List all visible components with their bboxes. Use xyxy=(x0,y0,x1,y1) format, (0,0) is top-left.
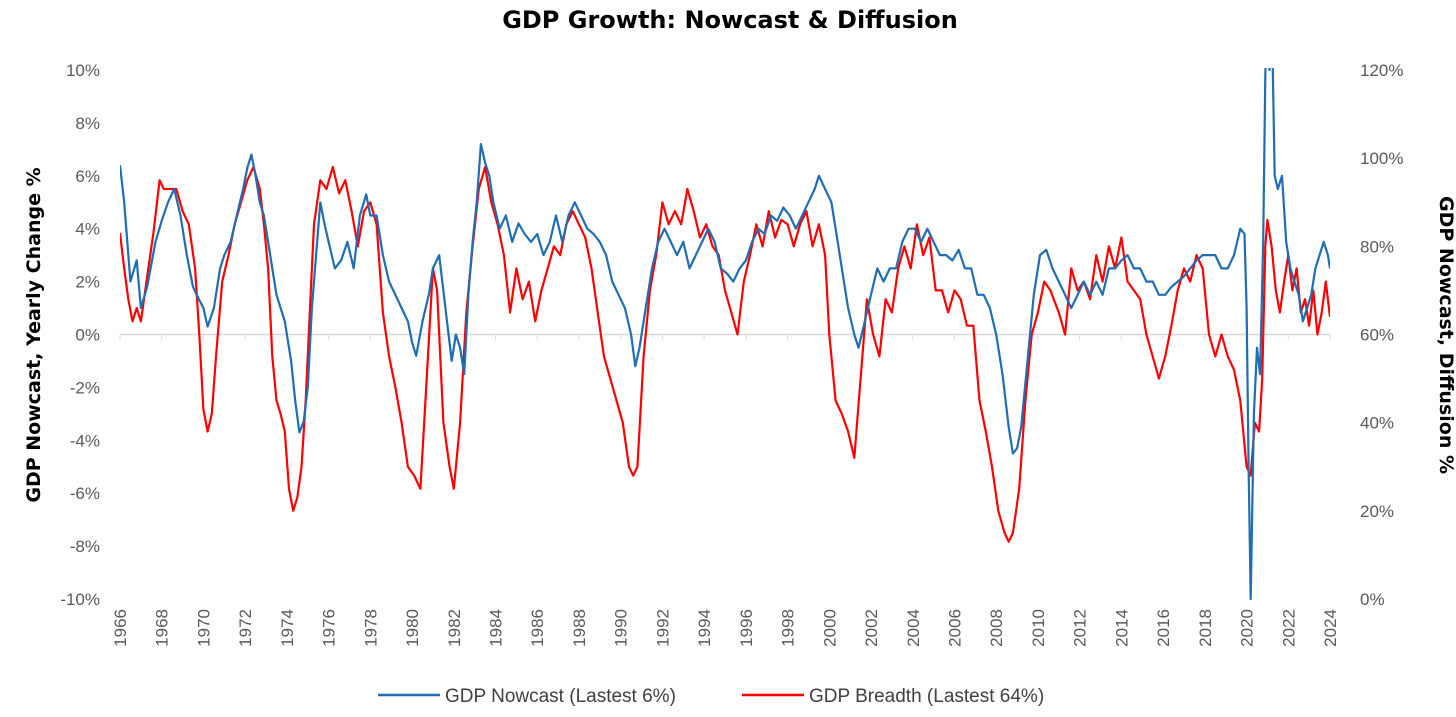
x-tick-label: 1972 xyxy=(236,609,255,647)
y-right-tick-label: 120% xyxy=(1360,61,1403,80)
series-group xyxy=(120,68,1330,601)
y-left-tick-label: 10% xyxy=(66,61,100,80)
y-left-tick-label: -8% xyxy=(70,537,100,556)
x-tick-label: 1986 xyxy=(528,609,547,647)
y-left-tick-label: -2% xyxy=(70,378,100,397)
x-tick-label: 2016 xyxy=(1154,609,1173,647)
y-axis-left-label: GDP Nowcast, Yearly Change % xyxy=(23,167,45,502)
y-left-tick-label: 4% xyxy=(75,220,100,239)
y-left-tick-label: 0% xyxy=(75,326,100,345)
y-left-tick-label: 6% xyxy=(75,167,100,186)
x-tick-label: 2020 xyxy=(1238,609,1257,647)
y-left-tick-label: 2% xyxy=(75,273,100,292)
y-left-tick-label: 8% xyxy=(75,114,100,133)
axes-group: 1966 1968 1970 1972 1974 1976 1978 1980 1982 1984… xyxy=(60,61,1403,647)
x-tick-label: 2014 xyxy=(1112,609,1131,647)
y-right-tick-label: 0% xyxy=(1360,590,1385,609)
x-tick-label: 1988 xyxy=(570,609,589,647)
legend-label-gdp-breadth: GDP Breadth (Lastest 64%) xyxy=(809,686,1044,707)
y-right-tick-label: 40% xyxy=(1360,414,1394,433)
x-tick-label: 1990 xyxy=(612,609,631,647)
x-tick-label: 1974 xyxy=(278,609,297,647)
x-tick-label: 1980 xyxy=(403,609,422,647)
legend-label-gdp-nowcast: GDP Nowcast (Lastest 6%) xyxy=(445,686,676,707)
x-tick-label: 2000 xyxy=(820,609,839,647)
x-tick-label: 2006 xyxy=(945,609,964,647)
x-tick-label: 1966 xyxy=(111,609,130,647)
series-line-gdp-breadth xyxy=(120,165,1330,543)
x-tick-label: 1998 xyxy=(779,609,798,647)
x-tick-label: 1976 xyxy=(320,609,339,647)
y-right-tick-label: 100% xyxy=(1360,149,1403,168)
x-tick-label: 1984 xyxy=(487,609,506,647)
x-tick-label: 2024 xyxy=(1321,609,1340,647)
x-tick-label: 1982 xyxy=(445,609,464,647)
x-tick-label: 2002 xyxy=(862,609,881,647)
y-right-tick-label: 80% xyxy=(1360,237,1394,256)
x-tick-label: 2022 xyxy=(1279,609,1298,647)
x-tick-label: 1994 xyxy=(695,609,714,647)
y-left-tick-label: -4% xyxy=(70,431,100,450)
chart-title: GDP Growth: Nowcast & Diffusion xyxy=(502,6,958,34)
y-axis-right-label: GDP Nowcast, Diffusion % xyxy=(1435,196,1456,474)
x-tick-label: 1996 xyxy=(737,609,756,647)
y-right-tick-label: 20% xyxy=(1360,502,1394,521)
x-tick-label: 1970 xyxy=(194,609,213,647)
x-tick-label: 1978 xyxy=(361,609,380,647)
y-left-tick-label: -10% xyxy=(60,590,100,609)
x-tick-label: 1968 xyxy=(153,609,172,647)
x-tick-label: 2004 xyxy=(904,609,923,647)
x-tick-label: 2008 xyxy=(987,609,1006,647)
x-tick-label: 2012 xyxy=(1071,609,1090,647)
legend: GDP Nowcast (Lastest 6%) GDP Breadth (La… xyxy=(378,686,1044,707)
x-tick-label: 2018 xyxy=(1196,609,1215,647)
x-tick-label: 1992 xyxy=(653,609,672,647)
y-right-tick-label: 60% xyxy=(1360,326,1394,345)
y-left-tick-label: -6% xyxy=(70,484,100,503)
x-tick-label: 2010 xyxy=(1029,609,1048,647)
series-line-gdp-nowcast xyxy=(120,68,1330,601)
